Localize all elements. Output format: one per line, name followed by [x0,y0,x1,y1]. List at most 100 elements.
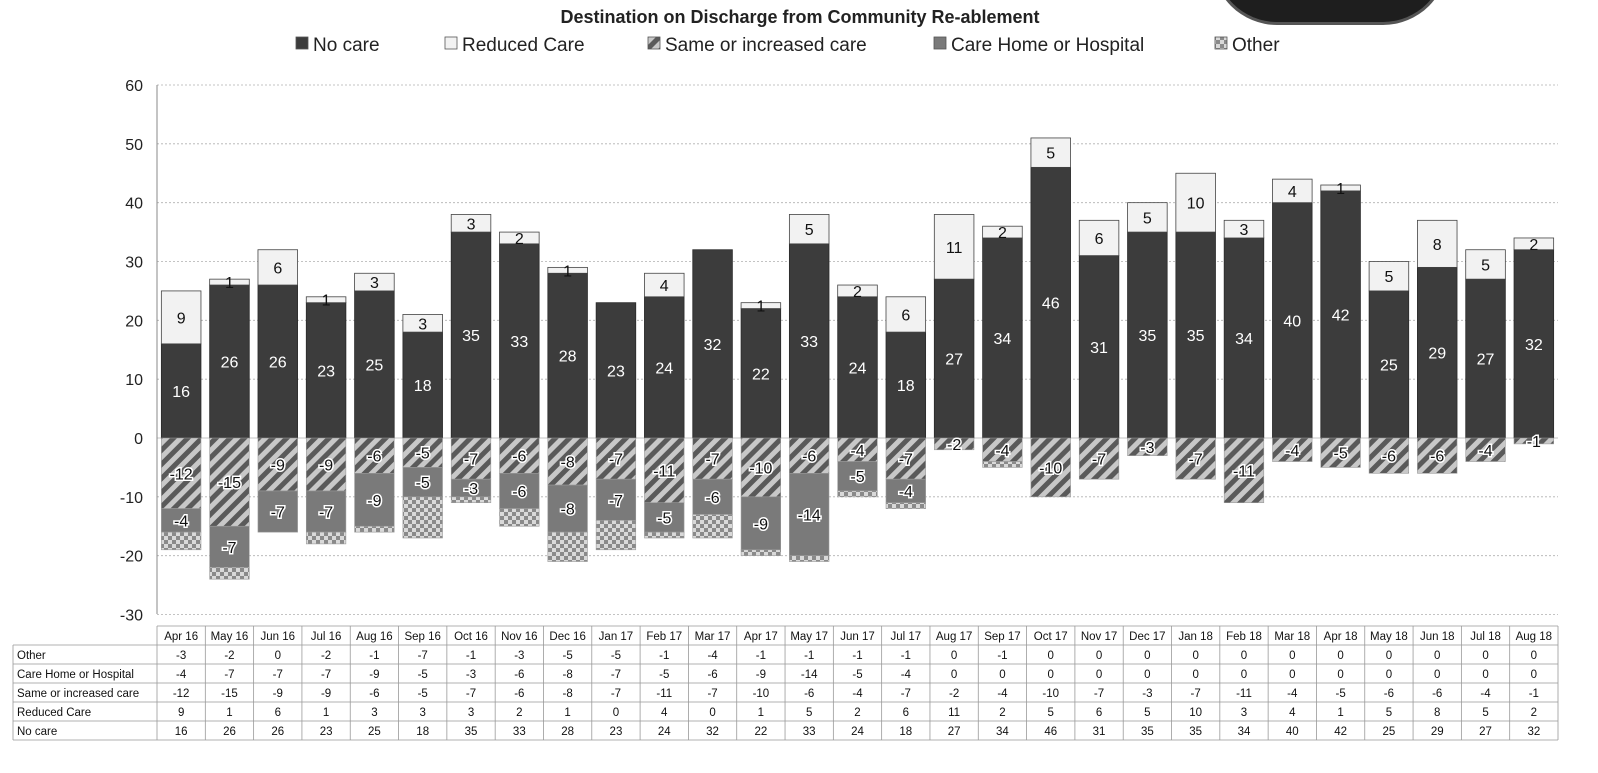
y-tick-label: -30 [120,608,143,625]
bar-segment [885,437,926,480]
table-cell: 27 [948,726,961,738]
bar-segment [161,531,202,551]
table-cell: -5 [418,669,428,681]
legend-label: Other [1232,35,1280,56]
table-cell: -12 [173,688,190,700]
table-cell: -4 [176,669,187,681]
data-label: 1 [756,299,765,316]
table-cell: 32 [706,726,719,738]
table-cell: 0 [1096,650,1102,662]
bar-segment [1368,261,1410,292]
table-cell: -3 [1142,688,1152,700]
table-cell: -4 [997,688,1008,700]
bar-segment [1127,437,1168,456]
table-cell: -9 [369,669,379,681]
table-cell: -3 [466,669,476,681]
bar-segment [547,266,588,274]
data-label: 1 [1336,181,1345,198]
table-cell: -7 [901,688,911,700]
bar-segment [885,296,927,333]
data-label: 26 [269,355,287,372]
data-label: -7 [1092,452,1106,469]
table-row-label: Same or increased care [17,688,139,700]
x-tick-label: Jun 18 [1420,631,1455,643]
table-cell: 0 [1048,669,1054,681]
data-label: -7 [609,493,623,510]
bar-segment [1223,219,1265,239]
table-cell: -7 [1094,688,1104,700]
table-cell: -7 [418,650,428,662]
y-tick-label: -10 [120,490,143,507]
data-label: 42 [1332,307,1350,324]
bar-segment [499,508,540,527]
table-cell: 0 [1337,650,1343,662]
bar-segment [789,472,830,556]
data-label: -6 [367,449,381,466]
y-tick-label: 10 [125,372,143,389]
table-cell: 35 [465,726,478,738]
x-tick-label: Dec 16 [549,631,585,643]
x-tick-label: Jan 17 [599,631,634,643]
data-label: -9 [367,493,381,510]
table-cell: -1 [901,650,911,662]
table-cell: -5 [563,650,573,662]
bar-segment [837,490,878,498]
data-label: 33 [510,334,528,351]
table-cell: 0 [1241,669,1247,681]
data-label: 4 [1288,184,1297,201]
table-cell: -7 [224,669,234,681]
table-cell: 0 [1144,650,1150,662]
table-cell: 1 [758,707,764,719]
legend-label: No care [313,35,380,56]
bar-segment [499,437,540,474]
data-label: -4 [1285,443,1299,460]
table-cell: 27 [1479,726,1492,738]
bar-segment [982,225,1023,239]
x-tick-label: Apr 18 [1324,631,1358,643]
legend-item: Care Home or Hospital [933,35,1144,56]
data-label: 25 [1380,357,1398,374]
data-label: 6 [273,260,282,277]
bar-segment [1078,255,1120,439]
bar-segment [305,437,347,492]
bar-segment [354,472,395,527]
table-cell: 35 [1141,726,1154,738]
data-label: 28 [559,349,577,366]
bar-segment [1272,202,1313,439]
table-cell: 0 [1289,650,1295,662]
data-label: 3 [418,316,427,333]
bar-segment [740,496,781,551]
table-cell: -4 [901,669,912,681]
table-cell: -7 [321,669,331,681]
data-label: 8 [1433,237,1442,254]
data-label: 4 [660,278,669,295]
y-tick-label: -20 [120,549,143,566]
bar-segment [933,214,975,280]
data-label: 5 [1481,257,1490,274]
bar-segment [305,302,347,439]
table-cell: 33 [513,726,526,738]
data-label: -5 [657,510,671,527]
legend-item: Reduced Care [444,35,585,56]
bar-segment [547,437,588,486]
bar-segment [885,502,926,509]
legend-swatch [1214,36,1228,50]
table-cell: 25 [368,726,381,738]
bar-segment [789,555,830,562]
bar-segment [1368,437,1410,474]
data-label: 1 [225,275,234,292]
table-cell: -3 [514,650,524,662]
table-cell: 5 [806,707,812,719]
table-cell: -8 [563,688,573,700]
table-cell: 0 [1482,650,1488,662]
data-label: -10 [1039,460,1062,477]
data-label: 2 [1529,237,1538,254]
data-label: -7 [319,505,333,522]
legend-label: Reduced Care [462,35,585,56]
table-cell: 1 [1337,707,1343,719]
data-label: 9 [177,310,186,327]
data-label: 33 [800,334,818,351]
table-cell: 0 [1241,650,1247,662]
table-cell: -2 [224,650,234,662]
bar-segment [595,437,637,480]
